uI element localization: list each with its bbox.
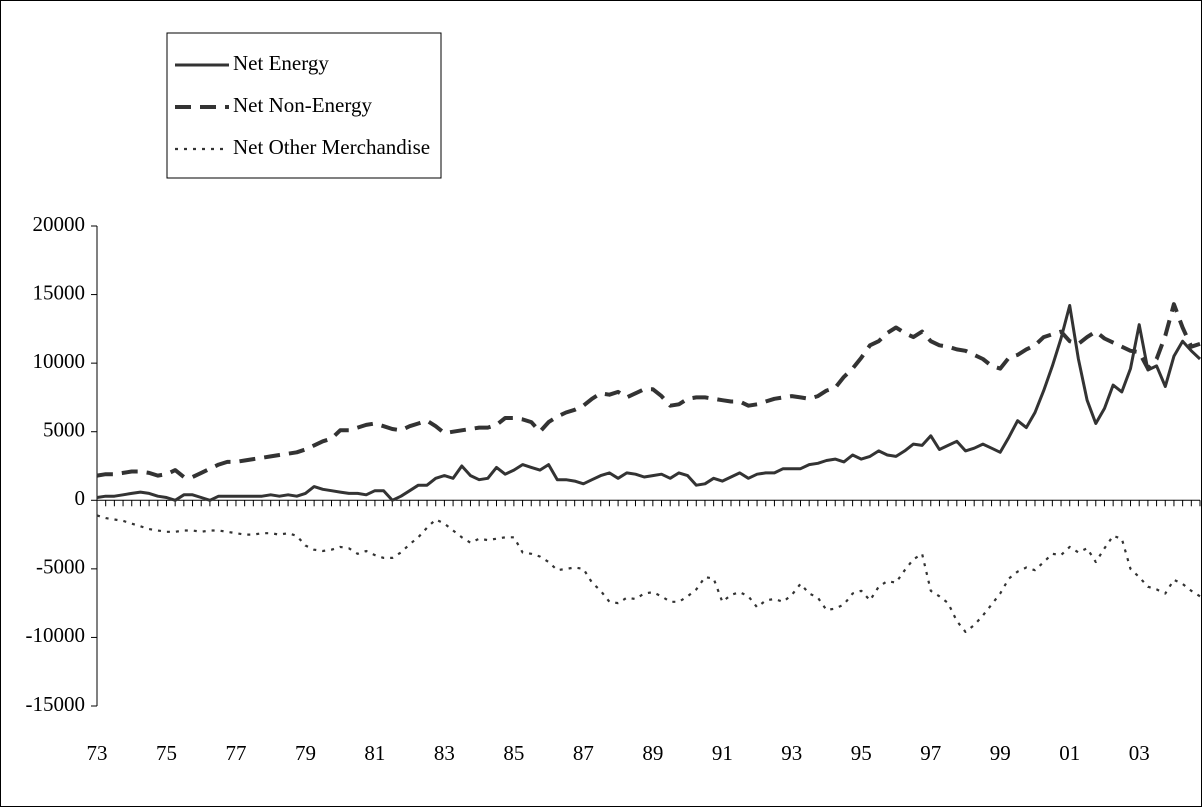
- y-tick-label: -15000: [26, 692, 86, 716]
- legend-label: Net Non-Energy: [233, 93, 372, 117]
- x-tick-label: 73: [87, 741, 108, 765]
- y-tick-label: 10000: [33, 349, 86, 373]
- x-tick-label: 87: [573, 741, 594, 765]
- legend-label: Net Energy: [233, 51, 329, 75]
- y-tick-label: 20000: [33, 212, 86, 236]
- x-tick-label: 99: [990, 741, 1011, 765]
- x-tick-label: 91: [712, 741, 733, 765]
- data-line: [96, 302, 1201, 479]
- x-tick-label: 81: [364, 741, 385, 765]
- y-tick-label: -10000: [26, 623, 86, 647]
- x-tick-label: 97: [920, 741, 941, 765]
- x-tick-label: 93: [781, 741, 802, 765]
- x-tick-label: 01: [1059, 741, 1080, 765]
- x-tick-label: 95: [851, 741, 872, 765]
- x-tick-label: 83: [434, 741, 455, 765]
- x-tick-label: 89: [642, 741, 663, 765]
- x-tick-label: 85: [503, 741, 524, 765]
- y-tick-label: 0: [75, 486, 86, 510]
- legend-label: Net Other Merchandise: [233, 135, 430, 159]
- y-tick-label: -5000: [36, 555, 85, 579]
- x-tick-label: 77: [225, 741, 246, 765]
- y-tick-label: 15000: [33, 280, 86, 304]
- data-line: [96, 514, 1201, 633]
- x-tick-label: 75: [156, 741, 177, 765]
- x-tick-label: 79: [295, 741, 316, 765]
- data-line: [96, 304, 1202, 502]
- y-tick-label: 5000: [43, 418, 85, 442]
- x-tick-label: 03: [1129, 741, 1150, 765]
